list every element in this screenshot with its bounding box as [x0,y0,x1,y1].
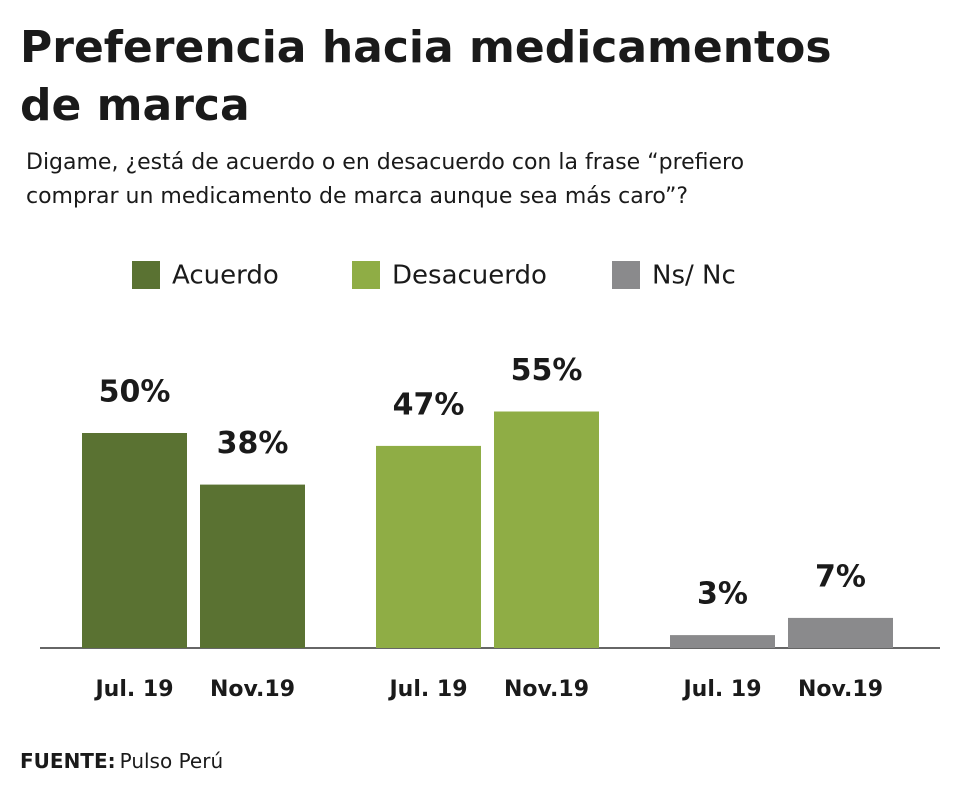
bar [82,433,187,648]
bar [670,635,775,648]
value-label: 50% [99,375,171,410]
bar [788,617,893,648]
chart-title: de marca [20,80,250,131]
x-tick-label: Jul. 19 [93,677,173,702]
value-label: 38% [217,426,289,461]
legend-label: Ns/ Nc [652,261,736,291]
x-tick-label: Jul. 19 [387,677,467,702]
x-tick-label: Nov.19 [504,677,589,702]
legend-label: Desacuerdo [392,261,547,291]
x-tick-label: Nov.19 [210,677,295,702]
x-tick-label: Jul. 19 [681,677,761,702]
legend-swatch [352,261,380,289]
legend-swatch [132,261,160,289]
chart-title: Preferencia hacia medicamentos [20,22,832,73]
bar [494,411,599,648]
x-tick-label: Nov.19 [798,677,883,702]
value-label: 7% [815,559,866,594]
source-text: Pulso Perú [120,749,224,773]
subtitle: Digame, ¿está de acuerdo o en desacuerdo… [26,150,744,175]
legend-label: Acuerdo [172,261,279,291]
value-label: 47% [393,387,465,422]
source-label: FUENTE: [20,749,116,773]
value-label: 55% [511,353,583,388]
bar [200,484,305,648]
subtitle: comprar un medicamento de marca aunque s… [26,184,688,209]
value-label: 3% [697,577,748,612]
source: FUENTE: Pulso Perú [20,749,223,773]
legend-swatch [612,261,640,289]
bar [376,445,481,648]
